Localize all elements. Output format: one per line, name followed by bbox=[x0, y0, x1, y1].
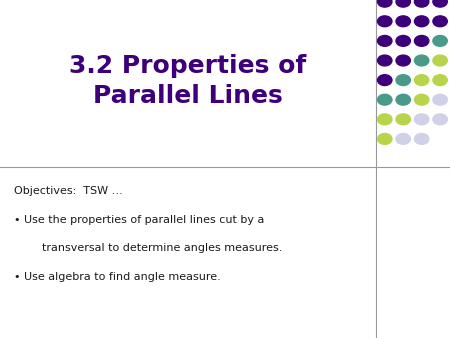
Circle shape bbox=[378, 75, 392, 86]
Circle shape bbox=[414, 94, 429, 105]
Text: • Use the properties of parallel lines cut by a: • Use the properties of parallel lines c… bbox=[14, 215, 264, 225]
Circle shape bbox=[378, 0, 392, 7]
Text: transversal to determine angles measures.: transversal to determine angles measures… bbox=[14, 243, 282, 254]
Circle shape bbox=[433, 114, 447, 125]
Circle shape bbox=[414, 114, 429, 125]
Circle shape bbox=[414, 35, 429, 46]
Circle shape bbox=[396, 35, 410, 46]
Circle shape bbox=[433, 16, 447, 27]
Circle shape bbox=[414, 75, 429, 86]
Circle shape bbox=[378, 35, 392, 46]
Circle shape bbox=[378, 55, 392, 66]
Circle shape bbox=[414, 134, 429, 144]
Text: Objectives:  TSW …: Objectives: TSW … bbox=[14, 186, 122, 196]
Circle shape bbox=[378, 114, 392, 125]
Circle shape bbox=[433, 35, 447, 46]
Circle shape bbox=[396, 114, 410, 125]
Circle shape bbox=[396, 75, 410, 86]
Circle shape bbox=[414, 16, 429, 27]
Circle shape bbox=[433, 0, 447, 7]
Circle shape bbox=[396, 55, 410, 66]
Circle shape bbox=[433, 94, 447, 105]
Text: 3.2 Properties of
Parallel Lines: 3.2 Properties of Parallel Lines bbox=[69, 54, 306, 108]
Circle shape bbox=[433, 55, 447, 66]
Circle shape bbox=[396, 134, 410, 144]
Circle shape bbox=[433, 75, 447, 86]
Circle shape bbox=[378, 16, 392, 27]
Circle shape bbox=[396, 16, 410, 27]
Circle shape bbox=[378, 134, 392, 144]
Circle shape bbox=[414, 0, 429, 7]
Circle shape bbox=[396, 94, 410, 105]
Circle shape bbox=[414, 55, 429, 66]
Circle shape bbox=[378, 94, 392, 105]
Text: • Use algebra to find angle measure.: • Use algebra to find angle measure. bbox=[14, 272, 220, 282]
Circle shape bbox=[396, 0, 410, 7]
